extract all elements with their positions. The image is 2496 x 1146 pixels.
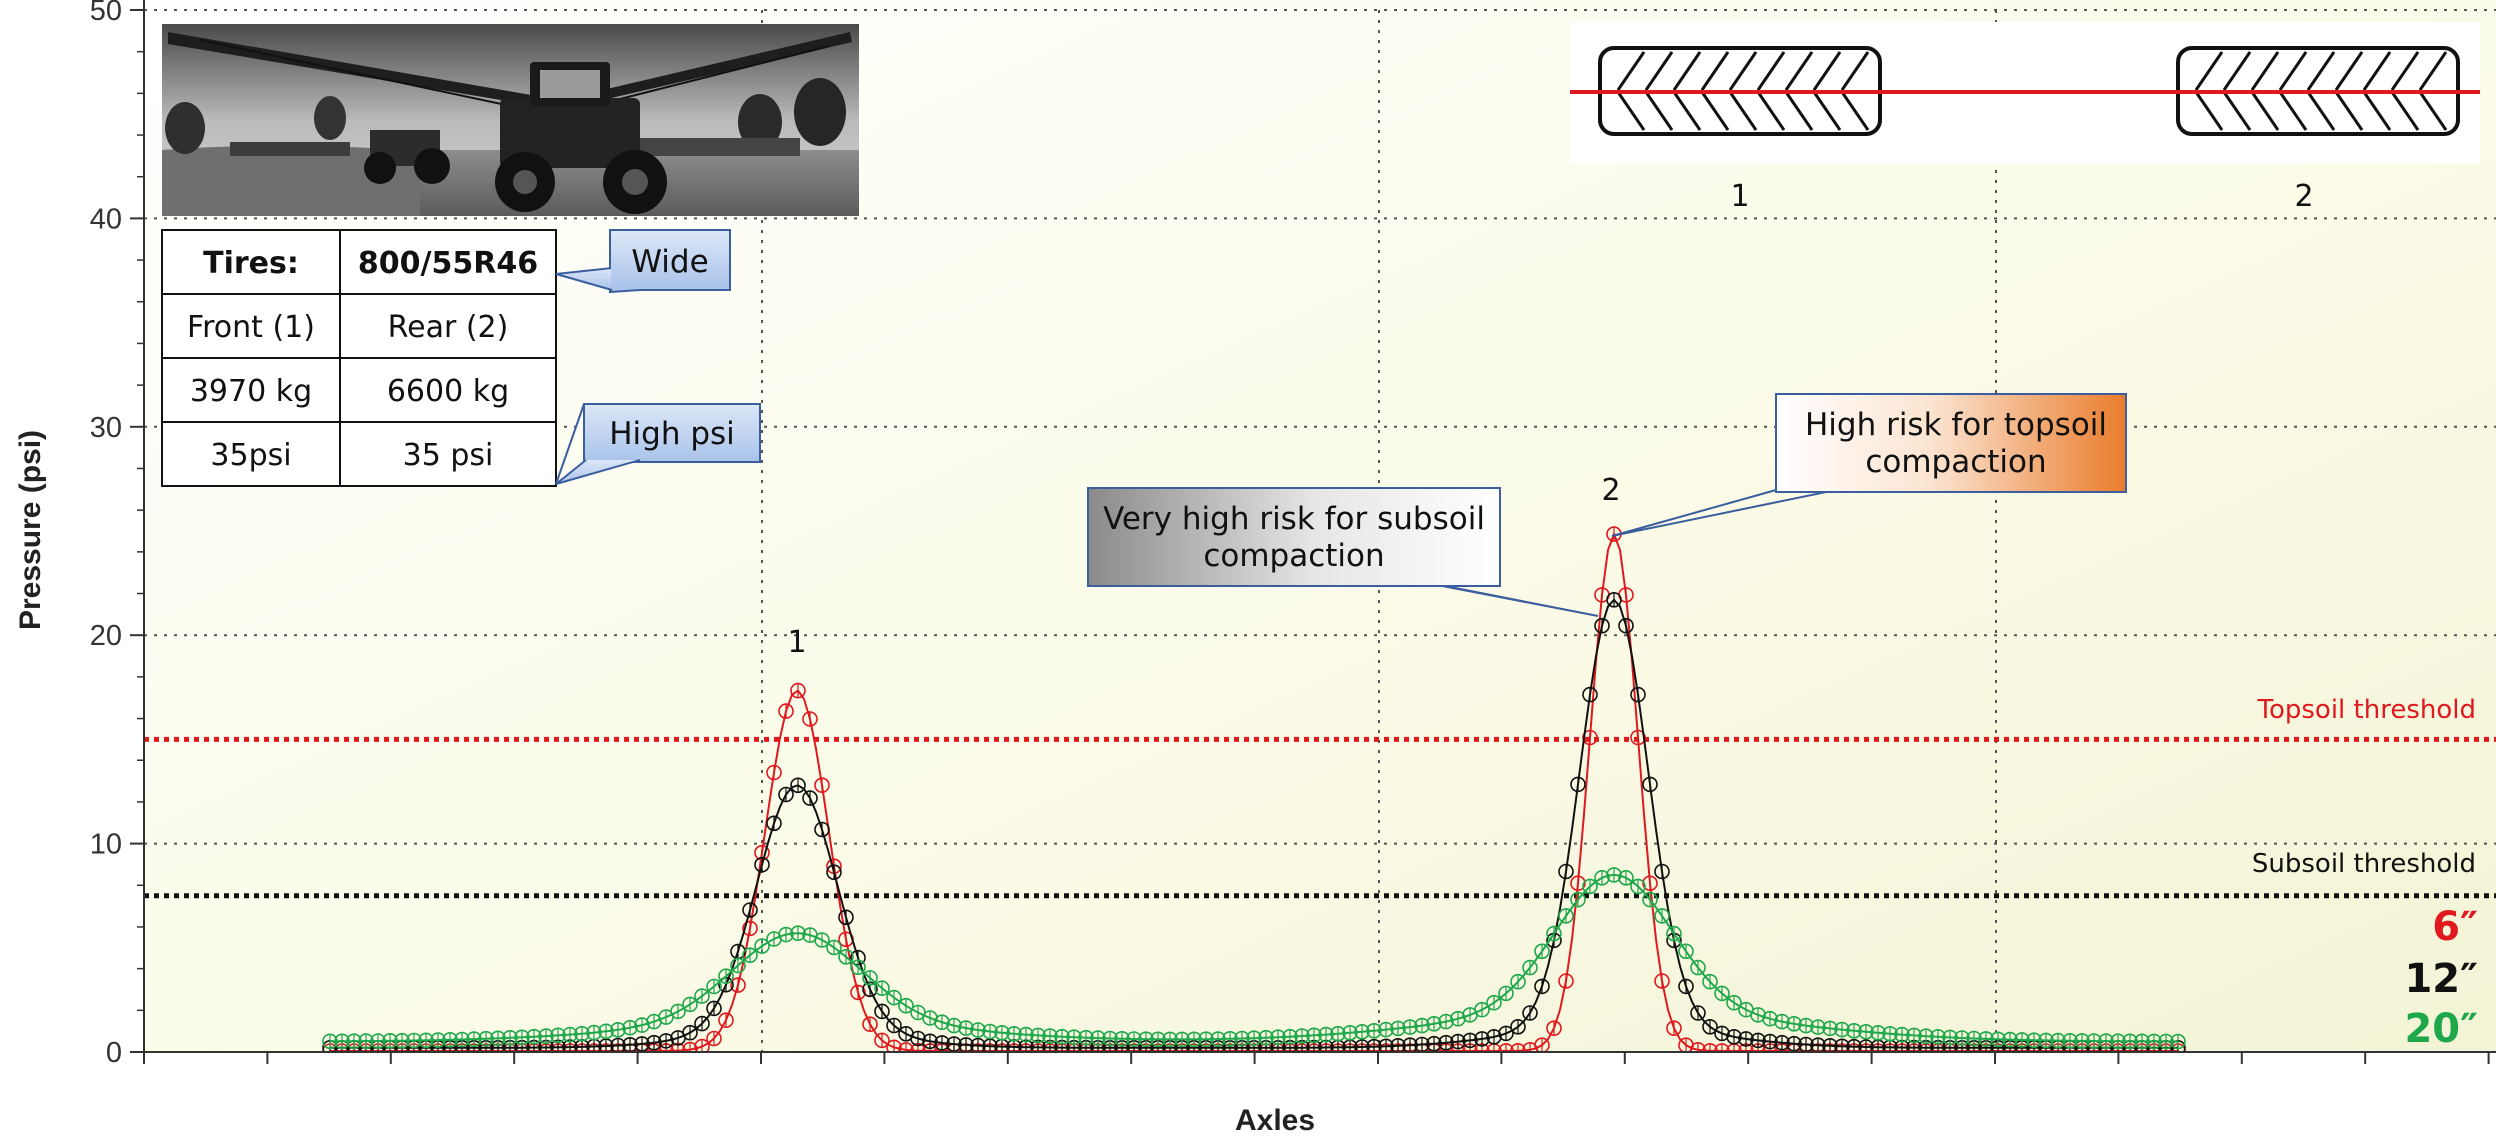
tread-line (1756, 91, 1786, 131)
legend-6in: 6″ (2432, 904, 2478, 950)
y-tick-label: 10 (90, 829, 122, 861)
tread-line (2306, 51, 2336, 91)
tread-line (2250, 51, 2280, 91)
tread-line (2194, 91, 2224, 131)
tread-line (1840, 51, 1870, 91)
subsoil-risk-line1: Very high risk for subsoil (1103, 501, 1485, 537)
axes: 0 10 20 30 40 50 (90, 0, 2496, 1069)
tread-line (2334, 51, 2364, 91)
series-2 (322, 867, 2186, 1050)
topsoil-threshold-label: Topsoil threshold (2257, 695, 2477, 725)
tread-line (2222, 51, 2252, 91)
tread-line (2390, 51, 2420, 91)
y-tick-label: 30 (90, 412, 122, 444)
tread-line (1784, 91, 1814, 131)
topsoil-risk-line2: compaction (1865, 444, 2046, 480)
table-cell: Tires: (203, 246, 299, 281)
tread-line (2278, 91, 2308, 131)
x-axis-title: Axles (1235, 1104, 1315, 1137)
tread-line (1700, 51, 1730, 91)
high-psi-callout: High psi (555, 403, 761, 485)
tread-line (2334, 91, 2364, 131)
tread-line (1700, 91, 1730, 131)
peak-label-2: 2 (1601, 473, 1620, 508)
tread-line (2362, 91, 2392, 131)
threshold-lines (144, 736, 2496, 899)
axle-label-1: 1 (1730, 179, 1749, 214)
tread-line (1784, 51, 1814, 91)
tread-line (2418, 91, 2448, 131)
legend: 6″ 12″ 20″ (2404, 904, 2478, 1052)
y-tick-label: 40 (90, 203, 122, 235)
subsoil-threshold-label: Subsoil threshold (2252, 849, 2476, 879)
tread-line (1728, 91, 1758, 131)
tread-line (1616, 51, 1646, 91)
tread-line (1672, 51, 1702, 91)
table-cell: Rear (2) (388, 310, 509, 345)
table-cell: 800/55R46 (358, 246, 538, 281)
tread-line (1672, 91, 1702, 131)
tread-line (1644, 91, 1674, 131)
table-cell: 3970 kg (190, 374, 312, 409)
table-cell: 35 psi (403, 438, 494, 473)
topsoil-risk-line1: High risk for topsoil (1805, 407, 2107, 443)
y-axis-title: Pressure (psi) (14, 430, 47, 630)
subsoil-risk-callout: Very high risk for subsoil compaction (1087, 487, 1599, 617)
tread-line (2390, 91, 2420, 131)
tread-line (2194, 51, 2224, 91)
peak-label-1: 1 (787, 625, 806, 660)
topsoil-risk-callout: High risk for topsoil compaction (1611, 393, 2127, 537)
wide-callout: Wide (555, 229, 731, 294)
y-tick-label: 50 (90, 0, 122, 27)
y-tick-label: 0 (106, 1037, 122, 1069)
table-cell: Front (1) (187, 310, 315, 345)
sprayer-photo (162, 24, 859, 216)
legend-12in: 12″ (2404, 956, 2478, 1002)
tread-line (2362, 51, 2392, 91)
tread-line (1812, 91, 1842, 131)
tread-line (1756, 51, 1786, 91)
tire-spec-table: Tires: 800/55R46 Front (1) Rear (2) 3970 kg 6… (161, 229, 557, 487)
y-tick-label: 20 (90, 620, 122, 652)
tread-line (2250, 91, 2280, 131)
tread-line (2306, 91, 2336, 131)
axle-label-2: 2 (2294, 179, 2313, 214)
table-cell: 6600 kg (387, 374, 509, 409)
tread-line (2418, 51, 2448, 91)
table-cell: 35psi (210, 438, 291, 473)
tread-line (2222, 91, 2252, 131)
tread-line (2278, 51, 2308, 91)
tread-line (1840, 91, 1870, 131)
tread-line (1812, 51, 1842, 91)
legend-20in: 20″ (2404, 1006, 2478, 1052)
high-psi-callout-text: High psi (609, 416, 735, 452)
tread-line (1644, 51, 1674, 91)
tread-line (1728, 51, 1758, 91)
wide-callout-text: Wide (631, 244, 708, 280)
tread-line (1616, 91, 1646, 131)
subsoil-risk-line2: compaction (1203, 538, 1384, 574)
